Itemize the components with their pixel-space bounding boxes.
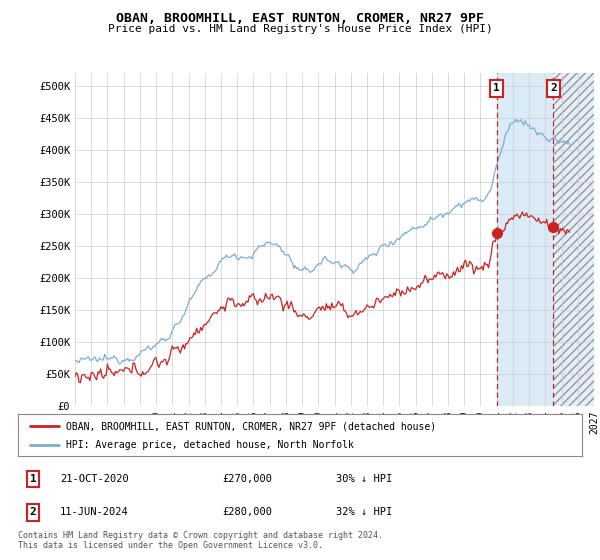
- Text: 32% ↓ HPI: 32% ↓ HPI: [336, 507, 392, 517]
- Text: 11-JUN-2024: 11-JUN-2024: [60, 507, 129, 517]
- Text: Contains HM Land Registry data © Crown copyright and database right 2024.
This d: Contains HM Land Registry data © Crown c…: [18, 531, 383, 550]
- Bar: [497, 73, 553, 406]
- Text: 1: 1: [493, 83, 500, 94]
- Text: HPI: Average price, detached house, North Norfolk: HPI: Average price, detached house, Nort…: [66, 440, 354, 450]
- Text: 30% ↓ HPI: 30% ↓ HPI: [336, 474, 392, 484]
- Text: 1: 1: [29, 474, 37, 484]
- Text: 21-OCT-2020: 21-OCT-2020: [60, 474, 129, 484]
- Text: OBAN, BROOMHILL, EAST RUNTON, CROMER, NR27 9PF (detached house): OBAN, BROOMHILL, EAST RUNTON, CROMER, NR…: [66, 421, 436, 431]
- Bar: [553, 73, 594, 406]
- Text: 2: 2: [550, 83, 557, 94]
- Text: Price paid vs. HM Land Registry's House Price Index (HPI): Price paid vs. HM Land Registry's House …: [107, 24, 493, 34]
- Text: £270,000: £270,000: [222, 474, 272, 484]
- Text: 2: 2: [29, 507, 37, 517]
- Text: OBAN, BROOMHILL, EAST RUNTON, CROMER, NR27 9PF: OBAN, BROOMHILL, EAST RUNTON, CROMER, NR…: [116, 12, 484, 25]
- Text: £280,000: £280,000: [222, 507, 272, 517]
